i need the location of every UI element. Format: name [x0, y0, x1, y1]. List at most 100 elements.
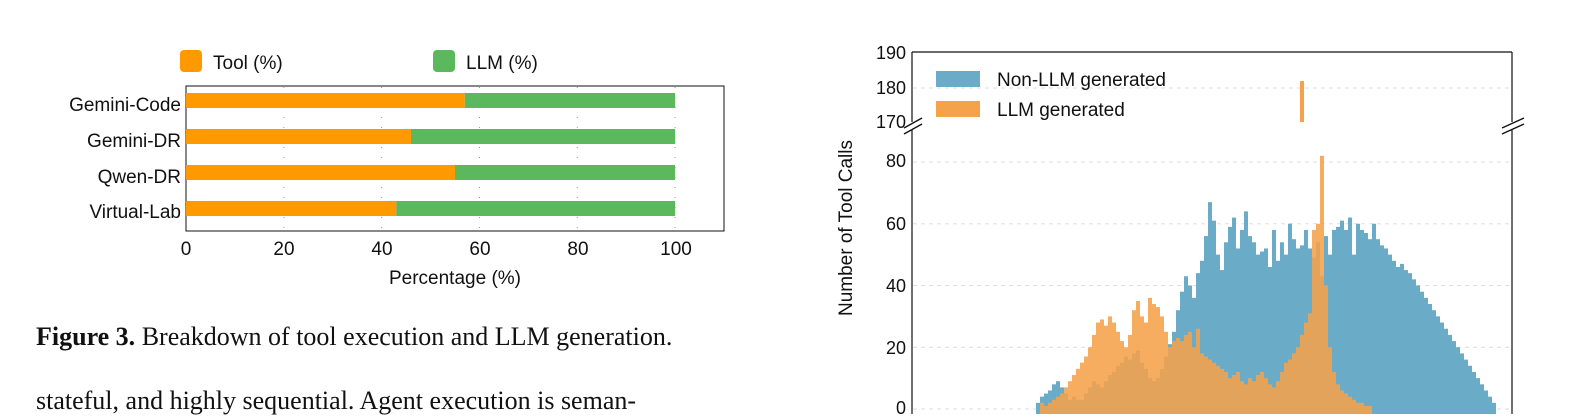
bar-llm-generated	[1304, 322, 1308, 414]
bar-llm-generated	[1116, 331, 1120, 414]
bar-non-llm	[1208, 202, 1212, 414]
bar-llm-generated	[1360, 402, 1364, 414]
bar-non-llm	[1268, 266, 1272, 414]
y-tick-label: 40	[886, 276, 906, 296]
bar-llm-generated	[1128, 334, 1132, 414]
bar-non-llm	[1404, 270, 1408, 414]
bar-non-llm	[1236, 248, 1240, 414]
bar-llm-generated	[1216, 365, 1220, 414]
y-tick-label: 190	[876, 43, 906, 63]
bar-llm-generated	[1136, 300, 1140, 414]
bar-non-llm	[1460, 353, 1464, 414]
bar-llm-generated	[1236, 371, 1240, 414]
bar-non-llm	[1340, 220, 1344, 414]
bar-llm-generated	[1296, 347, 1300, 414]
bar-llm-generated	[1120, 341, 1124, 414]
bar-llm-generated	[1316, 223, 1320, 414]
bar-llm-generated	[1276, 381, 1280, 414]
axis-break-marker	[903, 117, 1525, 135]
bar-llm-generated	[1336, 384, 1340, 414]
bar-llm-generated	[1196, 328, 1200, 414]
bar-llm-generated	[1308, 313, 1312, 414]
bar-non-llm	[1304, 229, 1308, 414]
bar-non-llm	[1348, 217, 1352, 414]
legend-swatch-llm-generated	[936, 101, 980, 117]
bar-llm-generated	[1056, 396, 1060, 414]
bar-llm	[396, 201, 676, 216]
bar-non-llm	[1468, 365, 1472, 414]
bar-llm-generated	[1080, 362, 1084, 414]
bar-tool	[186, 201, 397, 216]
bar-non-llm	[1428, 304, 1432, 414]
bar-llm-generated	[1164, 331, 1168, 414]
bar-non-llm	[1408, 273, 1412, 414]
bar-non-llm	[1264, 248, 1268, 414]
bar-non-llm	[1244, 211, 1248, 414]
bar-non-llm	[1052, 384, 1056, 414]
bar-llm-generated	[1332, 371, 1336, 414]
bar-llm-generated	[1252, 381, 1256, 414]
bar-non-llm	[1364, 233, 1368, 414]
x-tick-label: 0	[181, 239, 192, 260]
y-axis-title: Number of Tool Calls	[836, 140, 857, 316]
bar-llm-generated	[1104, 325, 1108, 414]
bar-non-llm	[1296, 248, 1300, 414]
bar-non-llm	[1484, 390, 1488, 414]
bar-llm-generated	[1256, 375, 1260, 414]
x-tick-label: 100	[660, 239, 692, 260]
bar-non-llm	[1280, 242, 1284, 414]
bar-llm-generated	[1040, 402, 1044, 414]
bar-llm-generated	[1152, 304, 1156, 414]
bar-llm-generated	[1208, 359, 1212, 414]
bar-non-llm	[1044, 393, 1048, 414]
bar-llm-generated	[1172, 341, 1176, 414]
legend-swatch-tool	[180, 50, 202, 72]
figure-caption: Figure 3. Breakdown of tool execution an…	[36, 322, 672, 352]
bar-non-llm	[1420, 291, 1424, 414]
bar-non-llm	[1352, 254, 1356, 414]
category-label: Qwen-DR	[98, 167, 181, 188]
bar-llm-generated	[1140, 316, 1144, 414]
bar-llm-generated	[1300, 334, 1304, 414]
y-tick-label: 60	[886, 214, 906, 234]
bar-llm-generated	[1072, 375, 1076, 414]
bar-non-llm	[1480, 384, 1484, 414]
bar-non-llm	[1368, 239, 1372, 414]
legend-label-llm: LLM (%)	[466, 53, 538, 74]
bar-llm	[410, 129, 676, 144]
bar-non-llm	[1376, 239, 1380, 414]
bar-llm-generated	[1284, 362, 1288, 414]
bar-non-llm	[1400, 263, 1404, 414]
bars	[186, 93, 676, 216]
bar-llm-generated	[1044, 405, 1048, 414]
bar-non-llm	[1204, 236, 1208, 414]
bar-llm-generated	[1224, 371, 1228, 414]
histogram-bars	[1036, 81, 1496, 414]
y-tick-label: 170	[876, 112, 906, 132]
bar-llm-generated	[1048, 402, 1052, 414]
bar-llm-generated	[1100, 319, 1104, 414]
bar-non-llm	[1356, 223, 1360, 414]
x-axis-title: Percentage (%)	[389, 268, 521, 289]
bar-non-llm	[1444, 328, 1448, 414]
bar-non-llm	[1228, 226, 1232, 414]
bar-non-llm	[1332, 229, 1336, 414]
bar-non-llm	[1372, 223, 1376, 414]
bar-non-llm	[1036, 402, 1040, 414]
bar-non-llm	[1272, 229, 1276, 414]
bar-non-llm	[1488, 396, 1492, 414]
bar-non-llm	[1336, 226, 1340, 414]
bar-llm-generated	[1160, 316, 1164, 414]
plot-frame	[185, 85, 725, 232]
caption-text: Breakdown of tool execution and LLM gene…	[135, 322, 673, 351]
bar-non-llm	[1240, 229, 1244, 414]
bar-non-llm	[1220, 270, 1224, 414]
bar-non-llm	[1424, 297, 1428, 414]
bar-llm-generated	[1184, 334, 1188, 414]
bar-llm-generated	[1096, 322, 1100, 414]
bar-non-llm	[1284, 254, 1288, 414]
bar-non-llm	[1380, 245, 1384, 414]
bar-llm-generated	[1368, 405, 1372, 414]
bar-llm-generated	[1248, 378, 1252, 414]
bar-llm-generated	[1112, 322, 1116, 414]
